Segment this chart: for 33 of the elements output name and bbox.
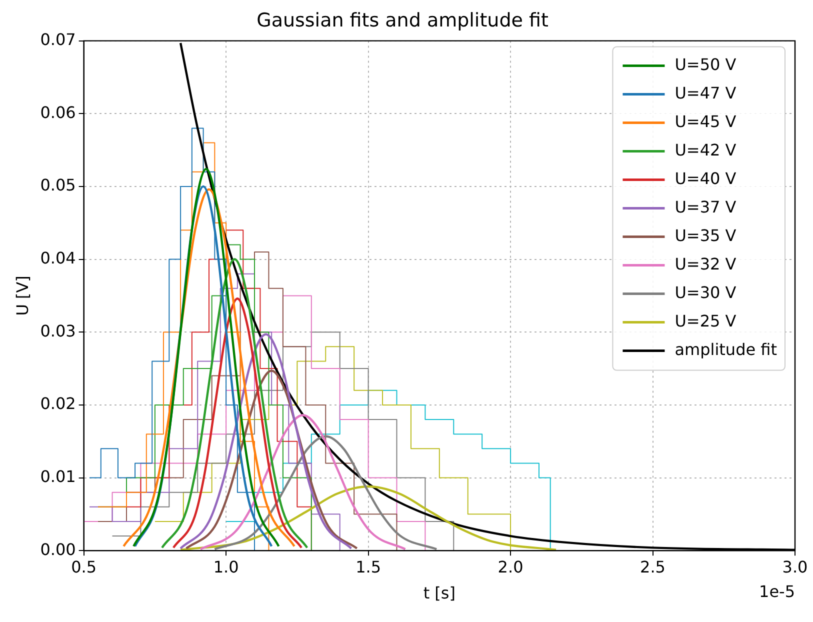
legend-label: U=47 V (674, 83, 736, 102)
line-series (214, 435, 438, 550)
y-tick-label: 0.00 (40, 540, 76, 559)
x-tick-label: 3.0 (782, 557, 808, 576)
x-tick-label: 1.5 (356, 557, 382, 576)
y-tick-label: 0.05 (40, 176, 76, 195)
legend-label: U=32 V (674, 254, 736, 274)
legend-label: U=50 V (674, 54, 736, 74)
legend-label: U=35 V (674, 226, 736, 245)
line-series (185, 370, 358, 550)
y-axis-title: U [V] (12, 276, 32, 316)
x-tick-label: 1.0 (213, 557, 239, 576)
legend-label: U=45 V (674, 112, 736, 131)
y-tick-label: 0.04 (40, 248, 76, 268)
legend-label: U=30 V (674, 282, 736, 302)
legend-label: U=25 V (674, 311, 736, 330)
y-tick-label: 0.02 (40, 394, 76, 414)
y-tick-label: 0.03 (40, 321, 76, 340)
x-tick-label: 2.5 (640, 557, 666, 576)
line-series (172, 298, 303, 549)
x-tick-label: 0.5 (71, 557, 97, 576)
x-axis-title: t [s] (423, 584, 456, 603)
y-tick-label: 0.07 (40, 30, 76, 49)
y-tick-label: 0.01 (40, 466, 76, 486)
legend-label: U=42 V (674, 140, 736, 160)
x-tick-label: 2.0 (498, 557, 524, 576)
line-series (199, 414, 406, 550)
chart-title: Gaussian fits and amplitude fit (256, 9, 548, 32)
y-tick-label: 0.06 (40, 102, 76, 122)
text: 1e-5 (759, 582, 795, 601)
legend-label: U=37 V (674, 197, 736, 216)
legend-label: U=40 V (674, 168, 736, 188)
legend-label: amplitude fit (674, 340, 778, 359)
